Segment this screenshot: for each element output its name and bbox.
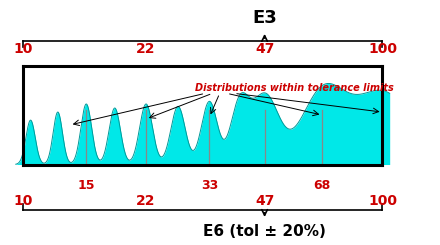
Text: 15: 15 — [77, 179, 95, 192]
Text: E3: E3 — [252, 9, 277, 27]
Text: Distributions within tolerance limits: Distributions within tolerance limits — [194, 83, 393, 93]
Text: E6 (tol ± 20%): E6 (tol ± 20%) — [203, 224, 326, 239]
Text: 100: 100 — [368, 194, 397, 208]
Text: 22: 22 — [136, 194, 156, 208]
Text: 47: 47 — [255, 194, 274, 208]
Text: 47: 47 — [255, 42, 274, 56]
Text: 100: 100 — [368, 42, 397, 56]
Text: 33: 33 — [201, 179, 218, 192]
Text: 10: 10 — [13, 194, 33, 208]
Text: 10: 10 — [13, 42, 33, 56]
Text: 22: 22 — [136, 42, 156, 56]
Text: 68: 68 — [314, 179, 331, 192]
